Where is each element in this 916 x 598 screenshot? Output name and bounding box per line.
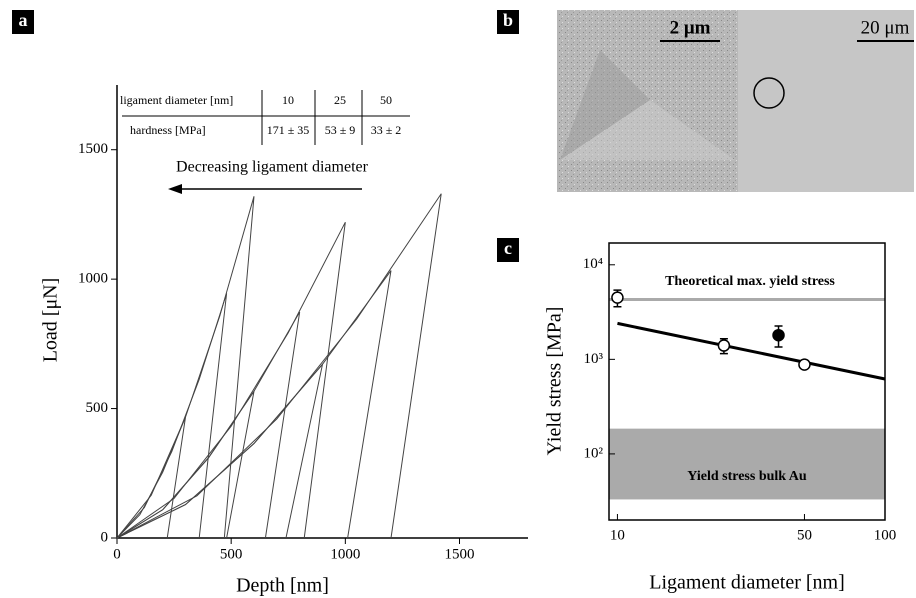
label-box xyxy=(497,238,519,262)
annotation: Decreasing ligament diameter xyxy=(176,159,369,176)
x-tick-label: 1500 xyxy=(445,546,475,562)
x-tick-label: 10 xyxy=(610,527,625,543)
load-curve xyxy=(116,362,324,539)
arrow-head xyxy=(168,184,182,194)
y-tick-label: 500 xyxy=(86,400,109,416)
data-point xyxy=(611,291,624,304)
scale-label: 20 μm xyxy=(861,17,910,38)
table-cell: hardness [MPa] xyxy=(130,123,206,137)
x-axis-label: Ligament diameter [nm] xyxy=(649,572,844,594)
plot-frame xyxy=(608,242,886,521)
panel-label: a xyxy=(19,10,28,30)
label-box xyxy=(497,10,519,34)
table-cell: 33 ± 2 xyxy=(371,123,402,137)
y-tick-label: 0 xyxy=(101,529,109,545)
indent xyxy=(560,50,650,160)
panel-label: b xyxy=(503,10,513,30)
x-axis-label: Depth [nm] xyxy=(236,575,329,597)
y-tick-label: 10³ xyxy=(584,351,604,367)
load-curve xyxy=(116,193,442,539)
y-axis-label: Load [μN] xyxy=(40,278,62,363)
data-point xyxy=(772,328,785,342)
load-curve xyxy=(116,221,346,539)
y-tick-label: 1500 xyxy=(78,141,108,157)
x-tick-label: 100 xyxy=(874,527,897,543)
table-header: 10 xyxy=(282,93,294,107)
sem-images: 2 μm 20 μm xyxy=(557,10,914,192)
table-cell: 53 ± 9 xyxy=(325,123,356,137)
indent xyxy=(560,100,735,160)
y-axis-label: Yield stress [MPa] xyxy=(544,307,566,456)
panel-label: c xyxy=(504,238,512,258)
table-header: 50 xyxy=(380,93,392,107)
load-curve xyxy=(116,293,228,539)
label-box xyxy=(12,10,34,34)
x-tick-label: 1000 xyxy=(330,546,360,562)
scale-label: 2 μm xyxy=(670,17,711,38)
y-tick-label: 1000 xyxy=(78,271,108,287)
x-tick-label: 0 xyxy=(113,546,121,562)
load-curve xyxy=(116,416,186,539)
data-point xyxy=(717,339,731,352)
table-header: 25 xyxy=(334,93,346,107)
x-tick-label: 50 xyxy=(797,527,812,543)
y-tick-label: 10⁴ xyxy=(583,256,603,272)
band xyxy=(609,428,885,500)
table-header: ligament diameter [nm] xyxy=(120,93,233,107)
x-tick-label: 500 xyxy=(220,546,243,562)
fit-line xyxy=(617,321,886,381)
load-curve xyxy=(116,390,255,539)
band-label: Yield stress bulk Au xyxy=(687,469,807,484)
y-tick-label: 10² xyxy=(584,445,604,461)
load-curve xyxy=(116,270,392,539)
load-curve xyxy=(116,196,255,539)
marker-circle xyxy=(753,77,785,109)
data-point xyxy=(798,358,811,371)
panel-labels: a b c xyxy=(12,10,519,262)
reference-label: Theoretical max. yield stress xyxy=(665,274,835,289)
table-cell: 171 ± 35 xyxy=(267,123,310,137)
